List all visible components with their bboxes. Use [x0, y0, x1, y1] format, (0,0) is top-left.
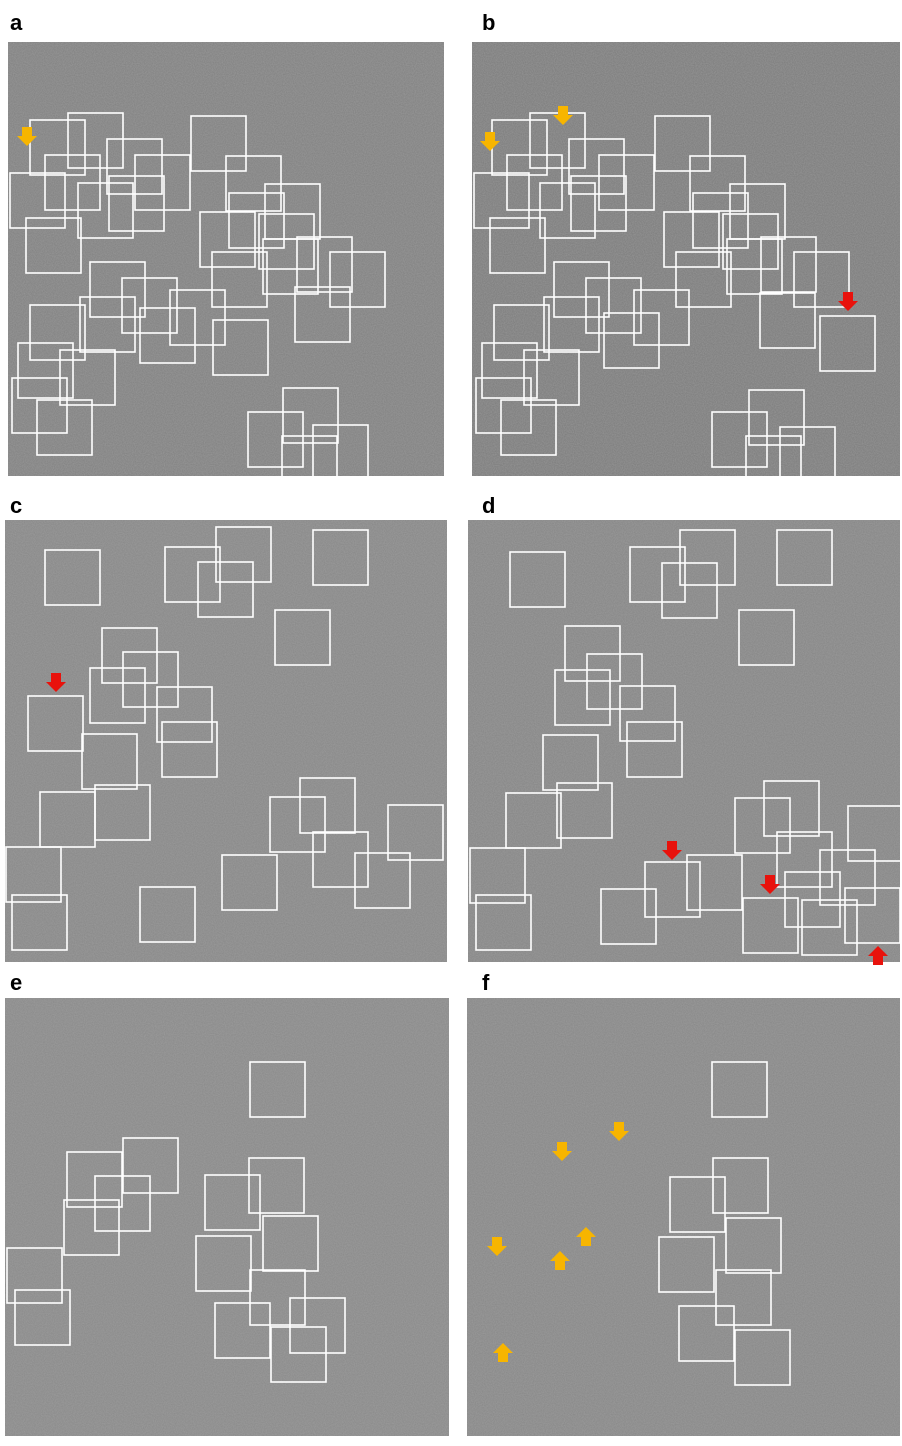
panel: f: [467, 970, 900, 1436]
panel-label: d: [482, 493, 495, 518]
panel-label: f: [482, 970, 490, 995]
micrograph-noise: [472, 42, 900, 476]
panel-label: a: [10, 10, 23, 35]
panel-label: c: [10, 493, 22, 518]
panel: a: [8, 10, 444, 491]
panel: c: [5, 493, 447, 962]
panel-label: b: [482, 10, 495, 35]
panel-label: e: [10, 970, 22, 995]
page: abcdef (() => { const data = JSON.parse(…: [0, 0, 902, 1441]
micrograph-noise: [5, 520, 447, 962]
panel: b: [472, 10, 900, 491]
micrograph-noise: [5, 998, 449, 1436]
panel: e: [5, 970, 449, 1436]
panel: d: [468, 493, 902, 965]
micrograph-noise: [467, 998, 900, 1436]
micrograph-noise: [8, 42, 444, 476]
figure: a b c d e f: [0, 0, 902, 1441]
micrograph-noise: [468, 520, 900, 962]
